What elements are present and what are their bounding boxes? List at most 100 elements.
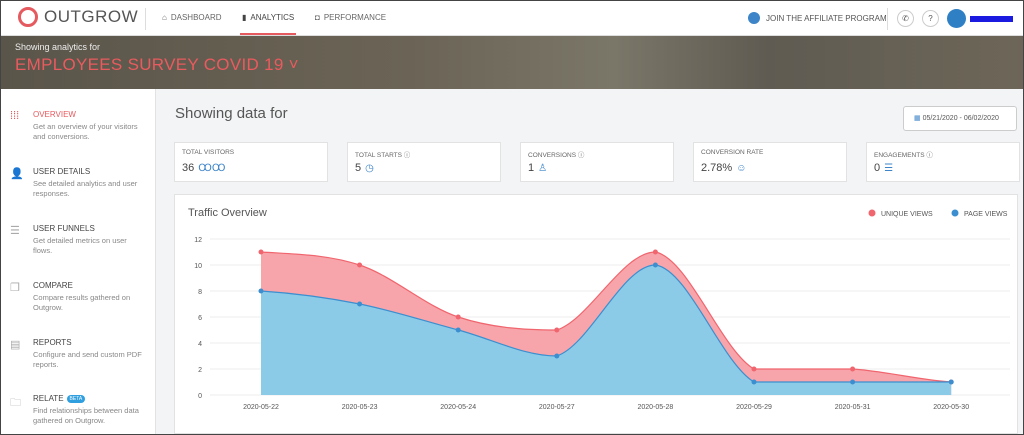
x-tick-label: 2020-05-27 [539,404,575,411]
user-icon: 👤 [10,168,24,180]
data-point[interactable] [554,353,560,359]
metric-label: CONVERSIONS ⓘ [528,152,585,159]
funnel-icon: ☰ [10,225,20,237]
metric-card: TOTAL VISITORS 36 ꝎꝎ [174,142,328,182]
x-tick-label: 2020-05-22 [243,404,279,411]
x-tick-label: 2020-05-31 [835,404,871,411]
metric-icon: ꝎꝎ [198,163,226,174]
data-point[interactable] [751,379,757,385]
y-tick-label: 8 [198,289,202,296]
x-tick-label: 2020-05-28 [637,404,673,411]
data-point[interactable] [948,379,954,385]
data-point[interactable] [652,249,658,255]
x-tick-label: 2020-05-29 [736,404,772,411]
data-point[interactable] [554,327,560,333]
nav-performance[interactable]: ◘ PERFORMANCE [315,13,386,22]
y-tick-label: 4 [198,341,202,348]
page-heading: Showing data for [175,105,288,122]
chart-title: Traffic Overview [188,207,267,219]
avatar[interactable] [947,9,966,28]
metric-card: CONVERSION RATE 2.78% ☺ [693,142,847,182]
metric-value: 5 [355,162,362,174]
metric-icon: ♙ [538,163,548,174]
help-button[interactable]: ? [922,10,939,27]
divider [145,8,146,30]
data-point[interactable] [455,314,461,320]
sidebar-item-title: USER FUNNELS [33,224,95,233]
metric-label: CONVERSION RATE [701,149,764,156]
series-area [261,265,952,395]
data-point[interactable] [357,301,363,307]
data-point[interactable] [652,262,658,268]
sidebar-item-title: OVERVIEW [33,110,76,119]
bar-chart-icon: ▮ [242,13,247,22]
user-name-redacted[interactable] [970,16,1013,22]
sidebar: ⁞⁞⁞ OVERVIEW Get an overview of your visit… [0,89,156,435]
sidebar-item-desc: Find relationships between data gathered… [33,406,139,425]
nav-dashboard[interactable]: ⌂ DASHBOARD [162,13,222,22]
metric-value: 1 [528,162,535,174]
banner-subtitle: Showing analytics for [15,42,101,52]
data-point[interactable] [258,288,264,294]
home-icon: ⌂ [162,13,167,22]
metric-value: 36 [182,162,195,174]
phone-icon: ✆ [902,14,909,23]
metric-icon: ☰ [884,163,894,174]
x-tick-label: 2020-05-23 [342,404,378,411]
logo-text: OUTGROW [44,7,139,26]
data-point[interactable] [357,262,363,268]
metric-label: ENGAGEMENTS ⓘ [874,152,933,159]
nav-label: ANALYTICS [250,13,295,22]
project-selector[interactable]: EMPLOYEES SURVEY COVID 19 ˅ [15,55,299,74]
affiliate-label: JOIN THE AFFILIATE PROGRAM [766,13,887,23]
legend-label[interactable]: UNIQUE VIEWS [881,211,933,218]
folders-icon: 🗀 [10,397,21,409]
metric-card: ENGAGEMENTS ⓘ 0 ☰ [866,142,1020,182]
date-range-picker[interactable]: ▦ 05/21/2020 - 06/02/2020 [903,106,1017,131]
project-banner: Showing analytics for EMPLOYEES SURVEY C… [0,36,1024,89]
series-line [260,264,952,383]
outgrow-logo[interactable]: OUTGROW [18,7,138,27]
compare-icon: ❐ [10,282,20,294]
metric-card: TOTAL STARTS ⓘ 5 ◷ [347,142,501,182]
sidebar-item-title: COMPARE [33,281,73,290]
legend-label[interactable]: PAGE VIEWS [964,211,1008,218]
sidebar-item-desc: Get an overview of your visitors and con… [33,122,138,141]
nav-analytics[interactable]: ▮ ANALYTICS [239,13,297,35]
performance-icon: ◘ [315,13,320,22]
top-header: OUTGROW ⌂ DASHBOARD ▮ ANALYTICS ◘ PERFORMAN… [0,0,1024,36]
phone-button[interactable]: ✆ [897,10,914,27]
data-point[interactable] [850,379,856,385]
nav-label: DASHBOARD [170,13,222,22]
legend-marker [951,209,959,217]
calendar-icon: ▦ [914,115,923,122]
y-tick-label: 12 [194,237,202,244]
metric-value: 2.78% [701,162,733,174]
x-tick-label: 2020-05-24 [440,404,476,411]
y-tick-label: 0 [198,393,202,400]
sidebar-item-desc: See detailed analytics and user response… [33,179,138,198]
metric-value: 0 [874,162,881,174]
data-point[interactable] [751,366,757,372]
affiliate-link[interactable]: JOIN THE AFFILIATE PROGRAM [748,12,887,24]
metric-label: TOTAL STARTS ⓘ [355,152,411,159]
report-icon: ▤ [10,339,21,351]
y-tick-label: 6 [198,315,202,322]
sidebar-item-title: REPORTS [33,338,72,347]
sidebar-item-desc: Compare results gathered on Outgrow. [33,293,131,312]
data-point[interactable] [258,249,264,255]
x-tick-label: 2020-05-30 [933,404,969,411]
y-tick-label: 2 [198,367,202,374]
y-tick-label: 10 [194,263,202,270]
nav-label: PERFORMANCE [323,13,387,22]
divider [887,8,888,30]
beta-badge: BETA [66,394,86,403]
grid-icon: ⁞⁞⁞ [10,110,20,122]
metric-card: CONVERSIONS ⓘ 1 ♙ [520,142,674,182]
data-point[interactable] [455,327,461,333]
metric-icon: ◷ [365,163,374,174]
data-point[interactable] [850,366,856,372]
series-line [260,251,952,383]
logo-icon [18,7,38,27]
